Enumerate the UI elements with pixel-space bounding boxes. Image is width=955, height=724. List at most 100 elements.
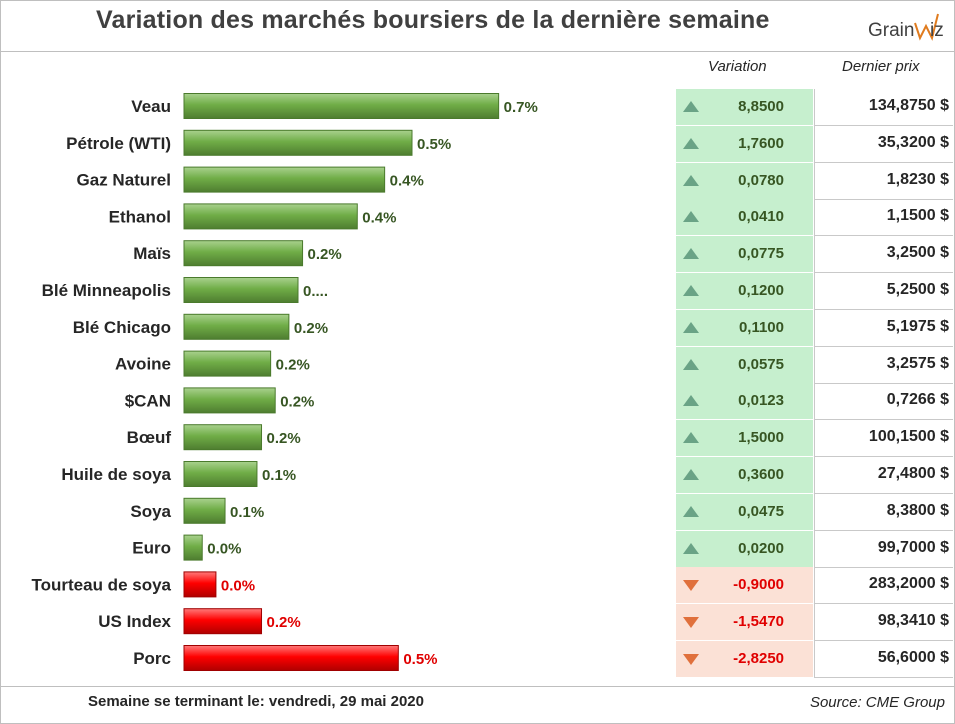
price-cell: 5,2500 $ (814, 273, 953, 310)
variation-cell: 0,0410 (676, 199, 813, 237)
category-label: Blé Minneapolis (42, 281, 171, 300)
category-label: Veau (131, 97, 171, 116)
bar (183, 387, 276, 414)
bar (183, 129, 413, 156)
logo-suffix: iz (930, 20, 944, 41)
variation-value: 0,0475 (738, 502, 784, 520)
data-label: 0.1% (262, 467, 296, 484)
variation-value: 1,7600 (738, 134, 784, 152)
data-label: 0.0% (221, 577, 255, 594)
triangle-up-icon (683, 248, 699, 260)
category-label: Porc (133, 649, 171, 668)
data-label: 0.0% (207, 541, 241, 558)
variation-cell: 0,0475 (676, 493, 813, 531)
table-row: 0,0780 1,8230 $ (676, 162, 953, 200)
table-row: 1,7600 35,3200 $ (676, 125, 953, 163)
triangle-up-icon (683, 395, 699, 407)
variation-value: -0,9000 (733, 576, 784, 594)
data-label: 0.2% (267, 614, 301, 631)
price-cell: 1,1500 $ (814, 199, 953, 237)
bar (183, 608, 263, 635)
triangle-up-icon (683, 211, 699, 223)
category-label: Blé Chicago (73, 318, 171, 337)
price-value: 134,8750 $ (868, 97, 949, 114)
variation-cell: 1,7600 (676, 125, 813, 163)
variation-column-header: Variation (708, 58, 767, 75)
price-column-header: Dernier prix (842, 58, 920, 75)
category-label: Ethanol (109, 207, 171, 226)
table-row: 8,8500 134,8750 $ (676, 89, 953, 126)
triangle-up-icon (683, 285, 699, 296)
price-cell: 98,3410 $ (814, 604, 953, 642)
bar (183, 313, 290, 340)
category-label: Tourteau de soya (32, 575, 172, 594)
triangle-up-icon (683, 432, 699, 444)
variation-value: 0,1200 (738, 282, 784, 299)
table-row: -2,8250 56,6000 $ (676, 641, 953, 678)
data-label: 0.5% (417, 136, 451, 153)
data-label: 0.2% (294, 320, 328, 337)
category-label: Huile de soya (61, 465, 171, 484)
table-row: 0,0775 3,2500 $ (676, 236, 953, 274)
category-label: Pétrole (WTI) (66, 134, 171, 153)
price-value: 1,8230 $ (886, 170, 949, 188)
variation-cell: -0,9000 (676, 567, 813, 605)
variation-cell: 0,3600 (676, 457, 813, 494)
week-ending-label: Semaine se terminant le: vendredi, 29 ma… (88, 693, 424, 710)
triangle-up-icon (683, 174, 699, 186)
triangle-up-icon (683, 321, 699, 333)
triangle-up-icon (683, 101, 699, 112)
triangle-up-icon (683, 542, 699, 554)
data-label: 0.... (303, 283, 328, 300)
header-divider (0, 51, 955, 52)
bar (183, 203, 358, 230)
bar-chart-svg: Veau 0.7% Pétrole (WTI) 0.5% Gaz Naturel 0.4%… (32, 93, 538, 671)
price-cell: 56,6000 $ (814, 641, 953, 678)
variation-value: 0,0575 (738, 355, 784, 373)
price-cell: 5,1975 $ (814, 309, 953, 347)
data-label: 0.2% (276, 357, 310, 374)
bar (183, 93, 500, 119)
bar (183, 424, 263, 451)
price-cell: 0,7266 $ (814, 383, 953, 421)
variation-cell: 0,0575 (676, 346, 813, 384)
bar (183, 645, 399, 671)
bar (183, 497, 226, 524)
variation-value: 0,0775 (738, 245, 784, 263)
variation-cell: 0,0775 (676, 236, 813, 274)
variation-cell: -2,8250 (676, 641, 813, 678)
table-row: 0,1200 5,2500 $ (676, 273, 953, 310)
table-row: 0,0123 0,7266 $ (676, 383, 953, 421)
category-label: Bœuf (127, 428, 172, 447)
price-value: 0,7266 $ (886, 391, 949, 409)
table-row: 0,0475 8,3800 $ (676, 493, 953, 531)
table-row: -1,5470 98,3410 $ (676, 604, 953, 642)
price-value: 5,2500 $ (886, 281, 949, 298)
footer-divider (0, 686, 955, 687)
price-cell: 283,2000 $ (814, 567, 953, 605)
variation-cell: 0,0780 (676, 162, 813, 200)
price-value: 5,1975 $ (886, 317, 949, 335)
bar-chart: Veau 0.7% Pétrole (WTI) 0.5% Gaz Naturel 0.4%… (0, 70, 676, 686)
price-cell: 3,2500 $ (814, 236, 953, 274)
data-label: 0.2% (308, 246, 342, 263)
table-row: -0,9000 283,2000 $ (676, 567, 953, 605)
price-value: 98,3410 $ (877, 612, 949, 630)
price-value: 3,2575 $ (886, 354, 949, 372)
variation-cell: -1,5470 (676, 604, 813, 642)
data-label: 0.5% (403, 651, 437, 668)
price-cell: 35,3200 $ (814, 125, 953, 163)
category-label: US Index (98, 612, 171, 631)
category-label: $CAN (125, 391, 171, 410)
price-value: 1,1500 $ (886, 207, 949, 225)
variation-value: -1,5470 (733, 613, 784, 631)
price-value: 283,2000 $ (868, 575, 949, 593)
bar (183, 571, 217, 598)
price-cell: 99,7000 $ (814, 530, 953, 568)
price-value: 3,2500 $ (886, 244, 949, 262)
triangle-down-icon (683, 580, 699, 592)
price-value: 8,3800 $ (886, 501, 949, 519)
triangle-up-icon (683, 505, 699, 517)
variation-value: 0,0123 (738, 392, 784, 410)
variation-value: 0,1100 (738, 318, 784, 336)
